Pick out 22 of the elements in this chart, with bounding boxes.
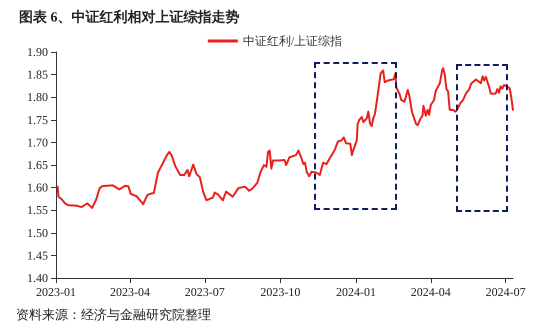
y-tick-label: 1.75: [27, 112, 48, 127]
line-series: [56, 67, 514, 209]
y-tick-label: 1.65: [27, 158, 48, 172]
x-tick-label: 2023-10: [260, 285, 300, 299]
y-tick-label: 1.50: [27, 226, 48, 240]
x-tick-label: 2024-04: [410, 285, 451, 299]
y-tick-label: 1.40: [27, 271, 48, 285]
y-tick-label: 1.45: [27, 248, 48, 262]
x-tick-label: 2023-01: [36, 285, 76, 299]
y-tick-label: 1.55: [27, 203, 48, 218]
x-tick-label: 2024-01: [336, 285, 376, 299]
text: 资料来源：经济与金融研究院整理: [16, 307, 211, 322]
y-tick-label: 1.80: [27, 90, 48, 104]
legend-label: 中证红利/上证综指: [242, 34, 342, 48]
y-tick-label: 1.60: [27, 180, 48, 195]
chart-title: 图表 6、中证红利相对上证综指走势: [19, 8, 240, 26]
y-tick-label: 1.70: [27, 135, 48, 150]
x-tick-label: 2023-04: [110, 285, 150, 299]
x-tick-label: 2024-07: [486, 285, 526, 299]
y-tick-label: 1.85: [27, 68, 48, 82]
y-tick-label: 1.90: [27, 45, 48, 59]
x-tick-label: 2023-07: [184, 285, 225, 299]
